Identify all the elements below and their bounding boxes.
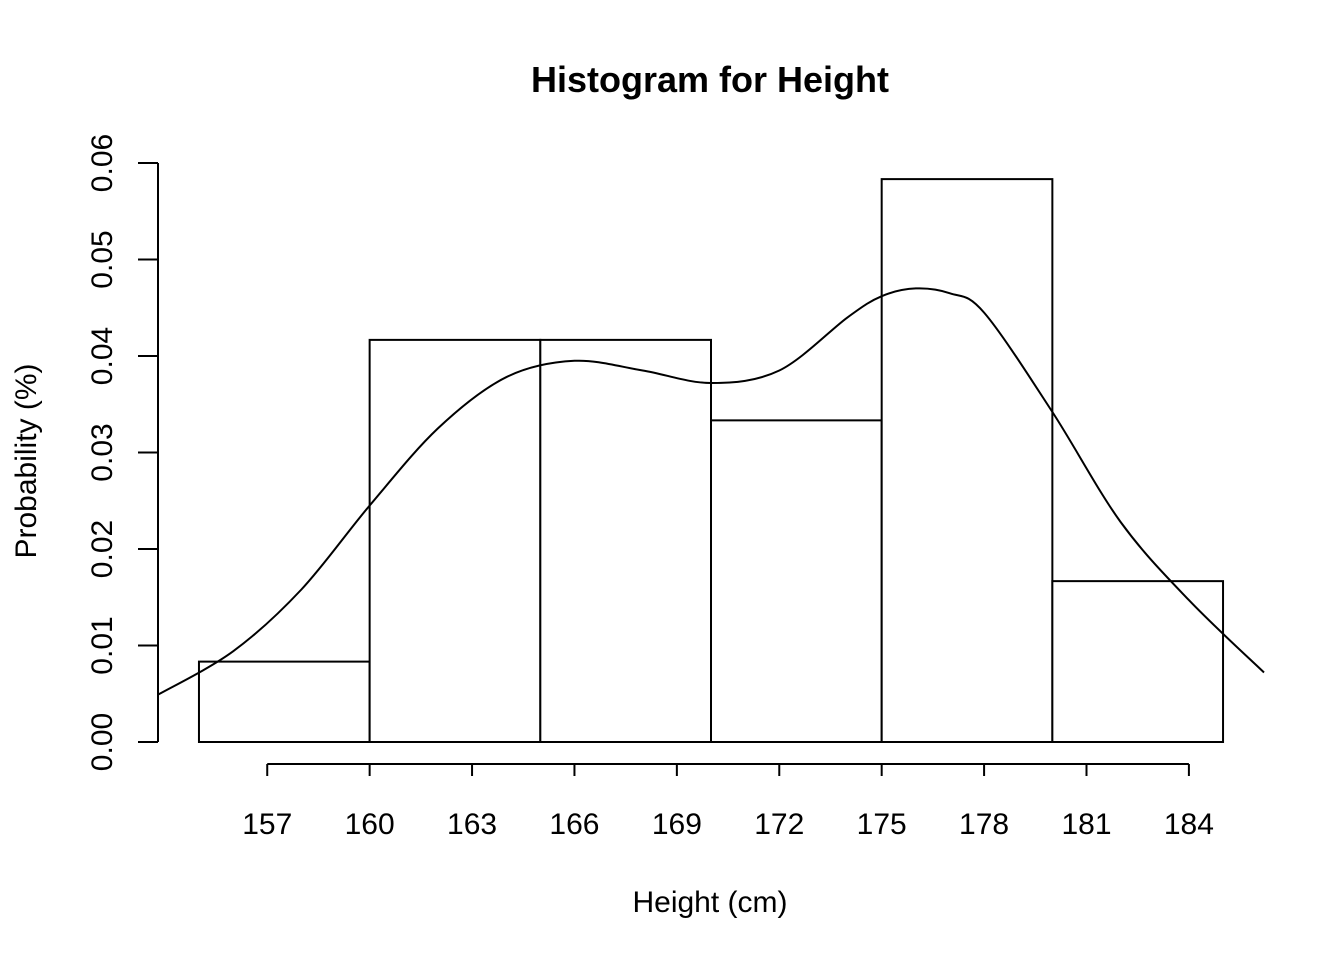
x-axis: 157 160 163 166 169 172 175 178 181 184: [242, 763, 1214, 841]
histogram-bar: [710, 419, 883, 743]
y-tick-label: 0.00: [86, 713, 119, 771]
y-tick-label: 0.02: [86, 520, 119, 578]
x-tick-label: 175: [857, 808, 907, 841]
y-axis-title: Probability (%): [10, 363, 43, 558]
x-tick-label: 184: [1164, 808, 1214, 841]
x-tick-label: 181: [1061, 808, 1111, 841]
x-tick-label: 178: [959, 808, 1009, 841]
y-tick-label: 0.06: [86, 134, 119, 192]
y-tick-label: 0.05: [86, 230, 119, 288]
density-curve: [157, 287, 1265, 696]
y-tick-label: 0.04: [86, 327, 119, 385]
histogram-bar: [368, 338, 542, 743]
histogram-bar: [880, 178, 1054, 744]
y-tick-label: 0.01: [86, 616, 119, 674]
x-tick-label: 166: [549, 808, 599, 841]
x-tick-label: 169: [652, 808, 702, 841]
histogram-bar: [1051, 580, 1225, 744]
y-axis: 0.00 0.01 0.02 0.03 0.04 0.05 0.06: [86, 134, 159, 771]
x-tick-label: 163: [447, 808, 497, 841]
histogram-bar: [539, 338, 712, 743]
x-axis-title: Height (cm): [632, 886, 787, 919]
bars-group: [197, 178, 1225, 744]
x-tick-label: 172: [754, 808, 804, 841]
histogram-bar: [197, 660, 371, 743]
chart-title: Histogram for Height: [531, 59, 889, 100]
x-tick-label: 157: [242, 808, 292, 841]
x-tick-label: 160: [345, 808, 395, 841]
y-tick-label: 0.03: [86, 423, 119, 481]
